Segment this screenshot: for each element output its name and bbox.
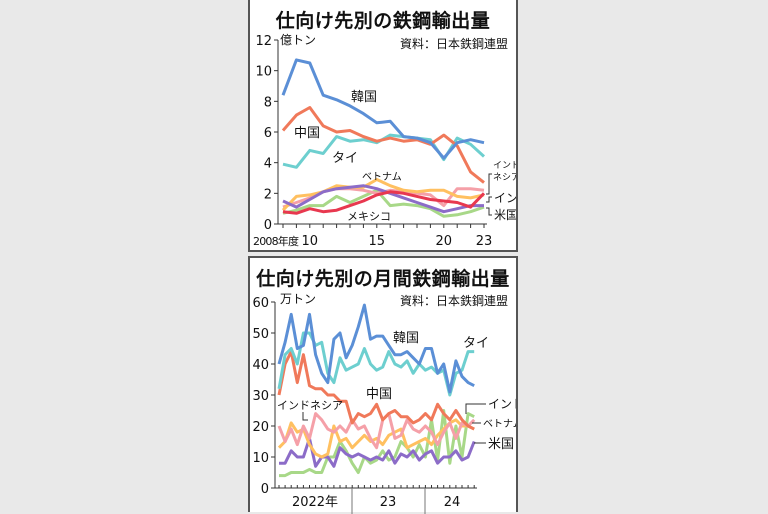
x-tick-label: 24 [444,495,461,510]
y-tick-label: 20 [252,420,269,435]
y-tick-label: 4 [264,157,272,172]
x-tick-label: 2022年 [292,495,338,510]
y-tick-label: 0 [264,218,272,233]
label-korea: 韓国 [351,90,377,105]
series-line-0 [277,303,475,394]
chart-title: 仕向け先別の鉄鋼輸出量 [275,10,491,32]
label-thailand: タイ [332,151,358,166]
label-korea: 韓国 [393,331,419,346]
label-china: 中国 [366,387,392,402]
label-thailand: タイ [463,336,489,351]
chart-title: 仕向け先別の月間鉄鋼輸出量 [256,268,510,290]
x-tick-label: 23 [476,234,493,249]
label-china: 中国 [294,126,320,141]
series-line-5 [282,190,486,215]
y-tick-label: 0 [261,482,269,497]
x-tick-label: 23 [380,495,397,510]
y-unit-label: 億トン [280,33,317,47]
y-unit-label: 万トン [280,292,317,306]
x-tick-label: 2008年度 [253,234,299,248]
source-label: 資料：日本鉄鋼連盟 [399,294,508,308]
y-tick-label: 60 [252,296,269,311]
y-tick-label: 50 [252,327,269,342]
label-indonesia: インドネシア [277,399,343,412]
series-line-7 [282,188,485,218]
y-tick-label: 30 [252,389,269,404]
label-usa: 米国 [488,437,514,452]
monthly-export-chart-panel: 仕向け先別の月間鉄鋼輸出量 万トン 資料：日本鉄鋼連盟 0 10 20 30 40 50 6… [248,256,518,514]
y-tick-label: 12 [255,34,272,49]
label-mexico: メキシコ [347,210,391,223]
source-label: 資料：日本鉄鋼連盟 [399,37,508,51]
y-tick-label: 40 [252,358,269,373]
series-line-7 [279,409,475,478]
x-tick-label: 15 [369,234,386,249]
series-line-4 [277,418,475,459]
series-line-3 [277,412,476,450]
label-india: インド [494,191,516,205]
label-vietnam: ベトナム [483,418,516,430]
annual-export-chart-panel: 仕向け先別の鉄鋼輸出量 億トン 資料：日本鉄鋼連盟 0 2 4 6 8 10 12 2008年… [248,0,518,252]
label-usa: 米国 [494,208,516,222]
series-line-6 [282,184,484,214]
y-tick-label: 6 [264,126,272,141]
label-indonesia: ネシア [493,172,516,183]
series-line-4 [281,178,485,212]
x-tick-label: 20 [436,234,453,249]
label-india: インド [488,397,516,411]
label-vietnam: ベトナム [362,171,402,183]
y-tick-label: 10 [255,65,272,80]
series-line-1 [281,106,485,184]
label-indonesia: インド [493,161,516,171]
y-tick-label: 2 [264,187,272,202]
series-line-2 [277,350,475,431]
series-line-0 [281,58,485,160]
y-tick-label: 10 [252,451,269,466]
x-tick-label: 10 [302,234,319,249]
y-tick-label: 8 [264,95,272,110]
